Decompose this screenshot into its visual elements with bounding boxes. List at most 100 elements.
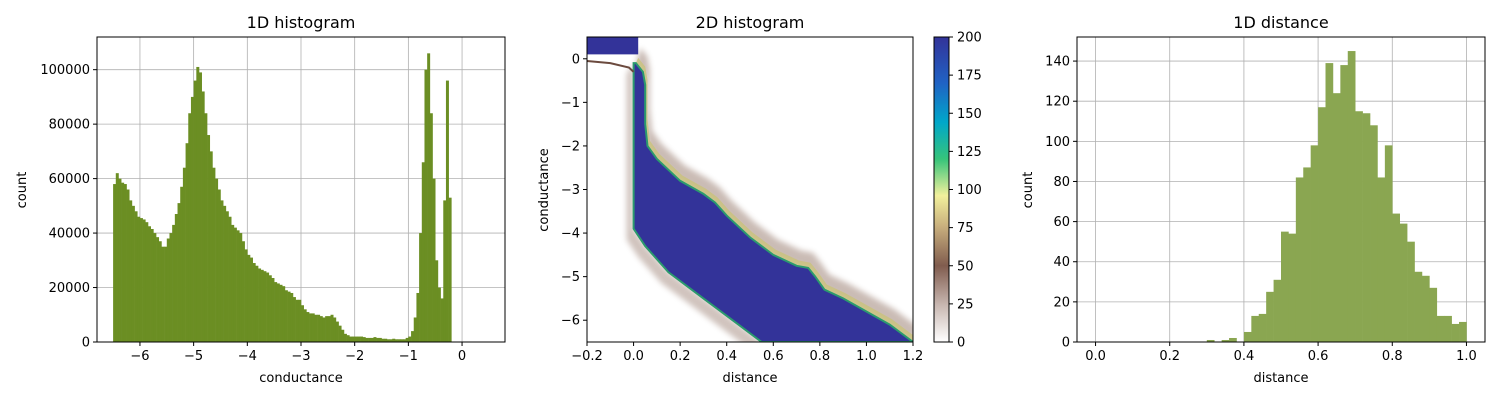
y-tick-label: 40 xyxy=(1053,255,1070,270)
chart-1-title: 1D histogram xyxy=(247,13,356,32)
histogram-bar xyxy=(287,291,291,342)
histogram-bar xyxy=(1318,107,1326,343)
chart-3-bars xyxy=(1206,51,1467,343)
histogram-bar xyxy=(284,290,288,342)
histogram-bar xyxy=(408,336,412,342)
chart-3-x-ticks: 0.0 0.2 0.4 0.6 0.8 1.0 xyxy=(1085,342,1477,364)
histogram-bar xyxy=(1421,275,1430,342)
histogram-bar xyxy=(352,336,355,342)
histogram-bar xyxy=(1429,287,1438,342)
histogram-bar xyxy=(403,339,406,342)
histogram-bar xyxy=(1295,177,1304,342)
y-tick-label: 120 xyxy=(1045,95,1070,110)
x-tick-label: 0.6 xyxy=(763,349,784,364)
histogram-bar xyxy=(346,335,350,342)
histogram-bar xyxy=(1384,145,1393,342)
y-tick-label: −3 xyxy=(561,183,580,198)
histogram-bar xyxy=(113,184,117,342)
panel-1d-distance: 1D distance 0.0 0.2 0.4 0.6 0.8 1.0 0 20 40 60 80… xyxy=(1021,13,1486,386)
histogram-bar xyxy=(1266,291,1274,342)
histogram-bar xyxy=(177,203,181,342)
histogram-bar xyxy=(301,305,304,342)
histogram-bar xyxy=(134,211,138,342)
histogram-bar xyxy=(419,233,423,342)
histogram-bar xyxy=(258,268,262,342)
x-tick-label: −5 xyxy=(184,349,203,364)
histogram-bar xyxy=(440,298,444,342)
histogram-bar xyxy=(378,337,382,342)
x-tick-label: −2 xyxy=(345,349,364,364)
histogram-bar xyxy=(429,113,433,342)
histogram-bar xyxy=(193,80,197,343)
colorbar-tick-label: 50 xyxy=(957,259,974,274)
histogram-bar xyxy=(268,275,272,342)
histogram-bar xyxy=(279,284,283,342)
colorbar-tick-label: 0 xyxy=(957,336,965,351)
histogram-bar xyxy=(394,339,398,342)
histogram-bar xyxy=(317,314,321,342)
histogram-bar xyxy=(201,91,205,342)
y-tick-label: 60000 xyxy=(49,172,90,187)
histogram-bar xyxy=(156,237,160,342)
x-tick-label: 1.2 xyxy=(903,349,924,364)
histogram-bar xyxy=(142,219,146,342)
histogram-bar xyxy=(1206,339,1215,342)
heatmap-halo-upper xyxy=(635,47,913,342)
y-tick-label: 40000 xyxy=(49,227,90,242)
histogram-bar xyxy=(212,167,216,342)
histogram-bar xyxy=(362,337,366,342)
histogram-bar xyxy=(126,189,130,342)
histogram-bar xyxy=(1436,315,1445,342)
chart-1-bars xyxy=(113,53,452,343)
histogram-bar xyxy=(148,226,151,342)
x-tick-label: 0.8 xyxy=(810,349,831,364)
histogram-bar xyxy=(223,205,227,342)
histogram-bar xyxy=(368,337,372,342)
histogram-bar xyxy=(145,222,149,342)
histogram-bar xyxy=(263,271,267,342)
histogram-bar xyxy=(228,216,232,342)
histogram-bar xyxy=(314,314,318,342)
histogram-bar xyxy=(295,299,299,342)
histogram-bar xyxy=(392,338,396,342)
colorbar-tick-label: 75 xyxy=(957,221,974,236)
histogram-bar xyxy=(354,336,358,342)
chart-2-heatmap xyxy=(587,37,913,342)
x-tick-label: 0.2 xyxy=(1159,349,1180,364)
histogram-bar xyxy=(338,325,342,342)
histogram-bar xyxy=(1303,167,1311,342)
histogram-bar xyxy=(333,317,337,342)
histogram-bar xyxy=(209,151,213,342)
histogram-bar xyxy=(166,238,170,342)
histogram-bar xyxy=(250,257,253,342)
histogram-bar xyxy=(185,143,189,342)
histogram-bar xyxy=(365,337,369,342)
chart-2-title: 2D histogram xyxy=(696,13,805,32)
histogram-bar xyxy=(129,200,133,342)
histogram-bar xyxy=(400,339,404,342)
x-tick-label: 0.0 xyxy=(623,349,644,364)
histogram-bar xyxy=(381,338,385,342)
histogram-bar xyxy=(239,233,243,342)
y-tick-label: −2 xyxy=(561,139,580,154)
histogram-bar xyxy=(217,189,221,342)
histogram-bar xyxy=(357,336,361,342)
chart-3-title: 1D distance xyxy=(1233,13,1328,32)
histogram-bar xyxy=(233,227,237,342)
histogram-bar xyxy=(1281,231,1289,342)
histogram-bar xyxy=(274,282,278,342)
histogram-bar xyxy=(443,200,447,342)
colorbar xyxy=(933,36,950,343)
histogram-bar xyxy=(343,333,347,342)
x-tick-label: −6 xyxy=(130,349,149,364)
chart-2-y-label: conductance xyxy=(537,148,552,231)
chart-2-x-label: distance xyxy=(722,371,777,386)
panel-1d-histogram: 1D histogram −6 −5 −4 −3 −2 −1 0 0 20000 40000 60… xyxy=(15,13,506,386)
histogram-bar xyxy=(266,272,270,342)
heatmap-top-left xyxy=(587,37,639,55)
histogram-bar xyxy=(1347,51,1356,342)
histogram-bar xyxy=(1392,213,1400,342)
histogram-bar xyxy=(244,249,248,342)
histogram-bar xyxy=(252,263,256,342)
histogram-bar xyxy=(215,178,219,342)
